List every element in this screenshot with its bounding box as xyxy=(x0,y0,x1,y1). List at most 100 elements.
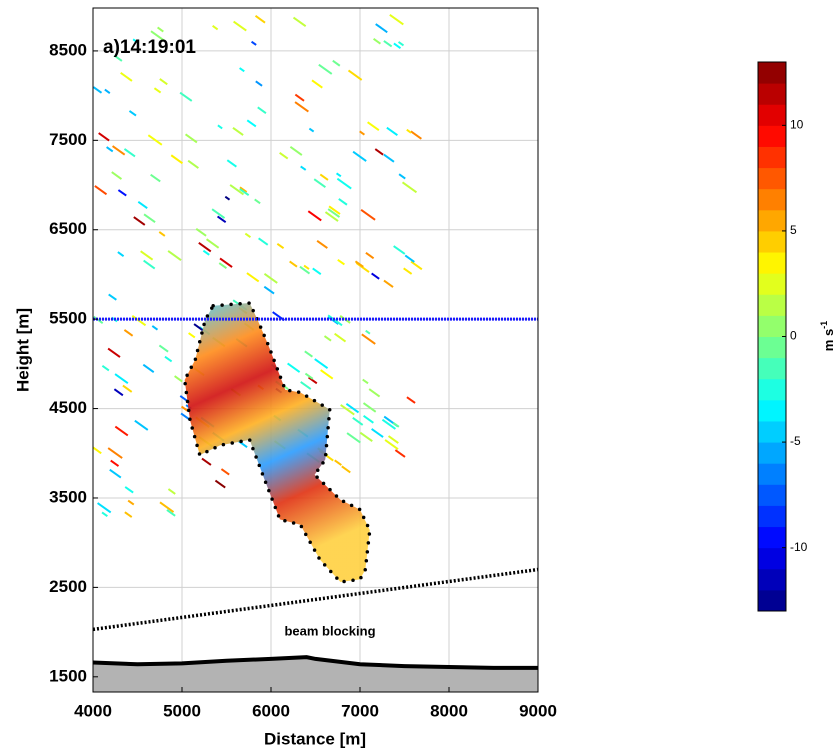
echo-streak xyxy=(158,231,166,237)
echo-streak xyxy=(359,130,365,136)
colorbar-step xyxy=(758,357,786,380)
echo-streak xyxy=(352,417,364,426)
echo-streak xyxy=(124,511,133,518)
echo-streak xyxy=(383,40,393,48)
echo-streak xyxy=(202,249,210,256)
y-tick-label: 6500 xyxy=(49,219,87,238)
echo-streak xyxy=(338,198,348,206)
annotation: beam blocking xyxy=(284,623,375,638)
echo-streak xyxy=(179,91,193,102)
echo-streak xyxy=(164,355,173,363)
colorbar-step xyxy=(758,568,786,591)
echo-streak xyxy=(187,159,199,169)
terrain-line xyxy=(93,655,538,670)
terrain-fill xyxy=(93,657,538,692)
x-tick-label: 6000 xyxy=(252,701,290,720)
echo-streak xyxy=(114,373,129,385)
echo-streak xyxy=(110,459,120,467)
echo-streak xyxy=(386,126,398,137)
echo-streak xyxy=(218,262,228,269)
echo-streak xyxy=(254,198,261,205)
echo-streak xyxy=(111,171,123,180)
colorbar-step xyxy=(758,442,786,464)
echo-streak xyxy=(137,201,148,210)
echo-streak xyxy=(365,329,371,335)
echo-streak xyxy=(299,265,311,275)
echo-streak xyxy=(98,132,110,142)
colorbar-tick-label: -5 xyxy=(790,434,801,448)
echo-streak xyxy=(294,93,305,102)
echo-streak xyxy=(359,431,373,443)
echo-streak xyxy=(362,402,377,413)
echo-streak xyxy=(375,23,388,34)
colorbar-step xyxy=(758,252,786,274)
echo-streak xyxy=(107,447,123,459)
echo-streak xyxy=(128,110,137,117)
echo-streak xyxy=(220,468,230,476)
echo-streak xyxy=(393,245,406,255)
echo-streak xyxy=(346,432,361,444)
echo-streak xyxy=(124,486,134,494)
echo-streak xyxy=(159,78,168,86)
panel-label: a)14:19:01 xyxy=(103,37,196,58)
echo-streak xyxy=(307,210,322,222)
echo-streak xyxy=(254,15,266,24)
echo-streak xyxy=(134,419,149,431)
echo-streak xyxy=(276,242,285,250)
echo-streak xyxy=(393,42,402,49)
echo-streak xyxy=(363,415,374,424)
echo-streak xyxy=(219,257,233,268)
echo-streak xyxy=(107,347,121,358)
colorbar-superscript: -1 xyxy=(819,321,829,329)
colorbar-step xyxy=(758,315,786,337)
x-tick-label: 8000 xyxy=(430,701,468,720)
echo-streak xyxy=(184,133,198,144)
echo-streak xyxy=(188,332,196,339)
echo-streak xyxy=(212,25,219,31)
echo-streak xyxy=(167,488,176,495)
colorbar-unit: m s xyxy=(821,329,836,351)
echo-streak xyxy=(153,87,162,94)
echo-streak xyxy=(140,250,154,261)
echo-streak xyxy=(373,37,382,45)
echo-streak xyxy=(403,267,413,275)
y-tick-label: 5500 xyxy=(49,309,87,328)
colorbar-tick-label: 5 xyxy=(790,223,797,237)
colorbar-step xyxy=(758,526,786,549)
y-tick-label: 2500 xyxy=(49,577,87,596)
echo-streak xyxy=(341,465,351,474)
y-tick-label: 8500 xyxy=(49,40,87,59)
echo-streak xyxy=(387,435,399,444)
colorbar-step xyxy=(758,336,786,359)
echo-streak xyxy=(143,259,156,270)
echo-streak xyxy=(392,421,400,428)
echo-streak xyxy=(318,63,333,75)
echo-streak xyxy=(313,178,326,189)
x-tick-label: 5000 xyxy=(163,701,201,720)
echo-streak xyxy=(279,152,289,160)
colorbar-step xyxy=(758,209,786,232)
echo-streak xyxy=(233,20,247,32)
echo-streak xyxy=(174,375,183,383)
colorbar-step xyxy=(758,378,786,401)
echo-streak xyxy=(114,425,129,437)
echo-streak xyxy=(255,80,263,87)
echo-streak xyxy=(406,128,412,134)
echo-streak xyxy=(232,126,244,136)
echo-streak xyxy=(397,41,405,47)
echo-streak xyxy=(104,88,111,94)
echo-streak xyxy=(294,101,309,113)
echo-streak xyxy=(150,173,161,183)
colorbar-step xyxy=(758,167,786,190)
echo-streak xyxy=(319,173,329,181)
echo-streak xyxy=(117,189,127,197)
echo-streak xyxy=(217,124,223,130)
y-axis-label: Height [m] xyxy=(13,308,32,392)
echo-streak xyxy=(117,251,125,257)
echo-streak xyxy=(347,69,363,81)
echo-streak xyxy=(97,502,112,514)
echo-streak xyxy=(345,402,360,414)
echo-streak xyxy=(361,333,376,345)
echo-streak xyxy=(314,358,329,370)
echo-streak xyxy=(143,213,156,224)
